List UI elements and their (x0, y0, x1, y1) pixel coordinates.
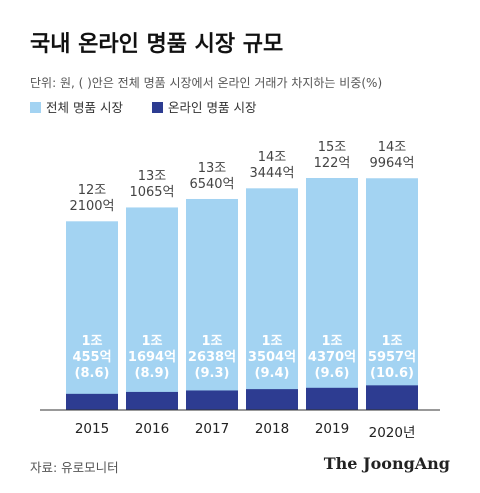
value-label: 1조 4370억 (307, 334, 357, 365)
value-label: 12조 2100억 (69, 183, 115, 215)
bar (126, 391, 178, 410)
value-label: 1조 3504억 (247, 334, 297, 365)
share-label: (9.6) (314, 366, 350, 381)
x-tick-label: 2016 (134, 421, 170, 437)
brand: The JoongAng (323, 454, 450, 473)
bar (186, 198, 238, 410)
value-label: 13조 6540억 (189, 160, 235, 192)
x-tick-label: 2019 (314, 421, 350, 437)
share-label: (10.6) (370, 366, 414, 381)
legend-item: 전체 명품 시장 (30, 97, 123, 116)
share-label: (9.4) (254, 366, 290, 381)
bar (366, 178, 418, 410)
legend-label: 전체 명품 시장 (46, 100, 123, 115)
source: 자료: 유로모니터 (30, 460, 119, 475)
bar (66, 393, 118, 410)
value-label: 14조 9964억 (369, 140, 415, 172)
share-label: (8.6) (74, 366, 110, 381)
bar (126, 207, 178, 410)
x-tick-label: 2020년 (368, 425, 416, 441)
value-label: 15조 122억 (313, 140, 351, 171)
value-label: 13조 1065억 (129, 169, 175, 201)
value-label: 1조 1694억 (127, 334, 177, 365)
bar (186, 390, 238, 410)
bar (246, 389, 298, 410)
bar (306, 387, 358, 410)
x-tick-label: 2018 (254, 421, 290, 437)
bar (366, 385, 418, 410)
value-label: 1조 5957억 (367, 334, 417, 365)
share-label: (8.9) (134, 366, 170, 381)
bar (306, 178, 358, 410)
value-label: 14조 3444억 (249, 150, 295, 182)
value-label: 1조 455억 (72, 334, 112, 365)
legend-swatch (30, 102, 41, 113)
value-label: 1조 2638억 (187, 334, 237, 365)
legend-label: 온라인 명품 시장 (168, 100, 257, 115)
share-label: (9.3) (194, 366, 230, 381)
legend-item: 온라인 명품 시장 (152, 97, 256, 116)
x-tick-label: 2015 (74, 421, 110, 437)
chart-subtitle: 단위: 원, ( )안은 전체 명품 시장에서 온라인 거래가 차지하는 비중(… (30, 76, 383, 90)
x-tick-label: 2017 (194, 421, 230, 437)
bar (66, 221, 118, 410)
chart-title: 국내 온라인 명품 시장 규모 (30, 32, 284, 57)
legend-swatch (152, 102, 163, 113)
bar (246, 188, 298, 410)
